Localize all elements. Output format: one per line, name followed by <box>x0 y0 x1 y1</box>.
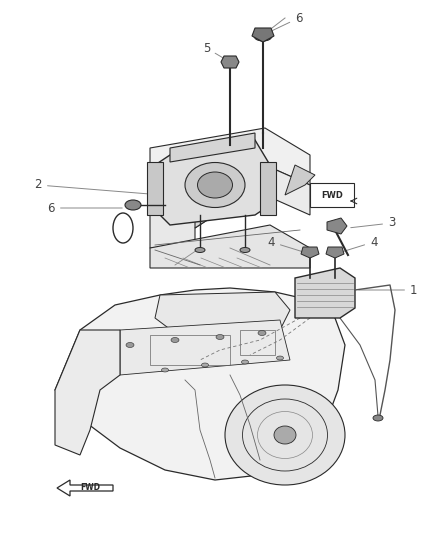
Ellipse shape <box>258 330 266 335</box>
Ellipse shape <box>254 31 272 41</box>
Polygon shape <box>150 178 215 248</box>
Polygon shape <box>195 178 215 228</box>
Ellipse shape <box>274 426 296 444</box>
Ellipse shape <box>198 172 233 198</box>
Text: FWD: FWD <box>321 190 343 199</box>
Text: 4: 4 <box>338 236 378 253</box>
Ellipse shape <box>216 335 224 340</box>
Polygon shape <box>55 330 120 455</box>
Polygon shape <box>120 320 290 375</box>
Text: 2: 2 <box>35 179 159 195</box>
Ellipse shape <box>171 337 179 343</box>
Bar <box>240 330 275 355</box>
Text: 6: 6 <box>265 12 303 34</box>
Text: 6: 6 <box>47 201 122 214</box>
Polygon shape <box>55 288 345 480</box>
Ellipse shape <box>276 356 283 360</box>
Text: FWD: FWD <box>80 483 100 492</box>
Polygon shape <box>155 140 270 225</box>
Polygon shape <box>265 165 310 215</box>
Polygon shape <box>326 247 344 258</box>
Ellipse shape <box>126 343 134 348</box>
Polygon shape <box>150 225 310 268</box>
Ellipse shape <box>241 360 248 364</box>
Polygon shape <box>327 218 347 234</box>
Polygon shape <box>147 162 163 215</box>
Polygon shape <box>252 28 274 42</box>
Ellipse shape <box>201 363 208 367</box>
Ellipse shape <box>162 368 169 372</box>
Ellipse shape <box>240 247 250 253</box>
Ellipse shape <box>195 247 205 253</box>
Ellipse shape <box>125 200 141 210</box>
Polygon shape <box>295 268 355 318</box>
Polygon shape <box>301 247 319 258</box>
Polygon shape <box>150 128 310 210</box>
Polygon shape <box>221 56 239 68</box>
Text: 1: 1 <box>359 284 417 296</box>
Polygon shape <box>155 292 290 333</box>
Text: 5: 5 <box>203 42 228 61</box>
Polygon shape <box>170 133 255 162</box>
Ellipse shape <box>225 385 345 485</box>
Text: 3: 3 <box>351 216 396 230</box>
Ellipse shape <box>185 163 245 207</box>
Text: 4: 4 <box>268 236 307 253</box>
Ellipse shape <box>373 415 383 421</box>
Polygon shape <box>260 162 276 215</box>
Polygon shape <box>57 480 113 496</box>
FancyBboxPatch shape <box>310 183 354 207</box>
Bar <box>150 335 230 365</box>
Polygon shape <box>285 165 315 195</box>
